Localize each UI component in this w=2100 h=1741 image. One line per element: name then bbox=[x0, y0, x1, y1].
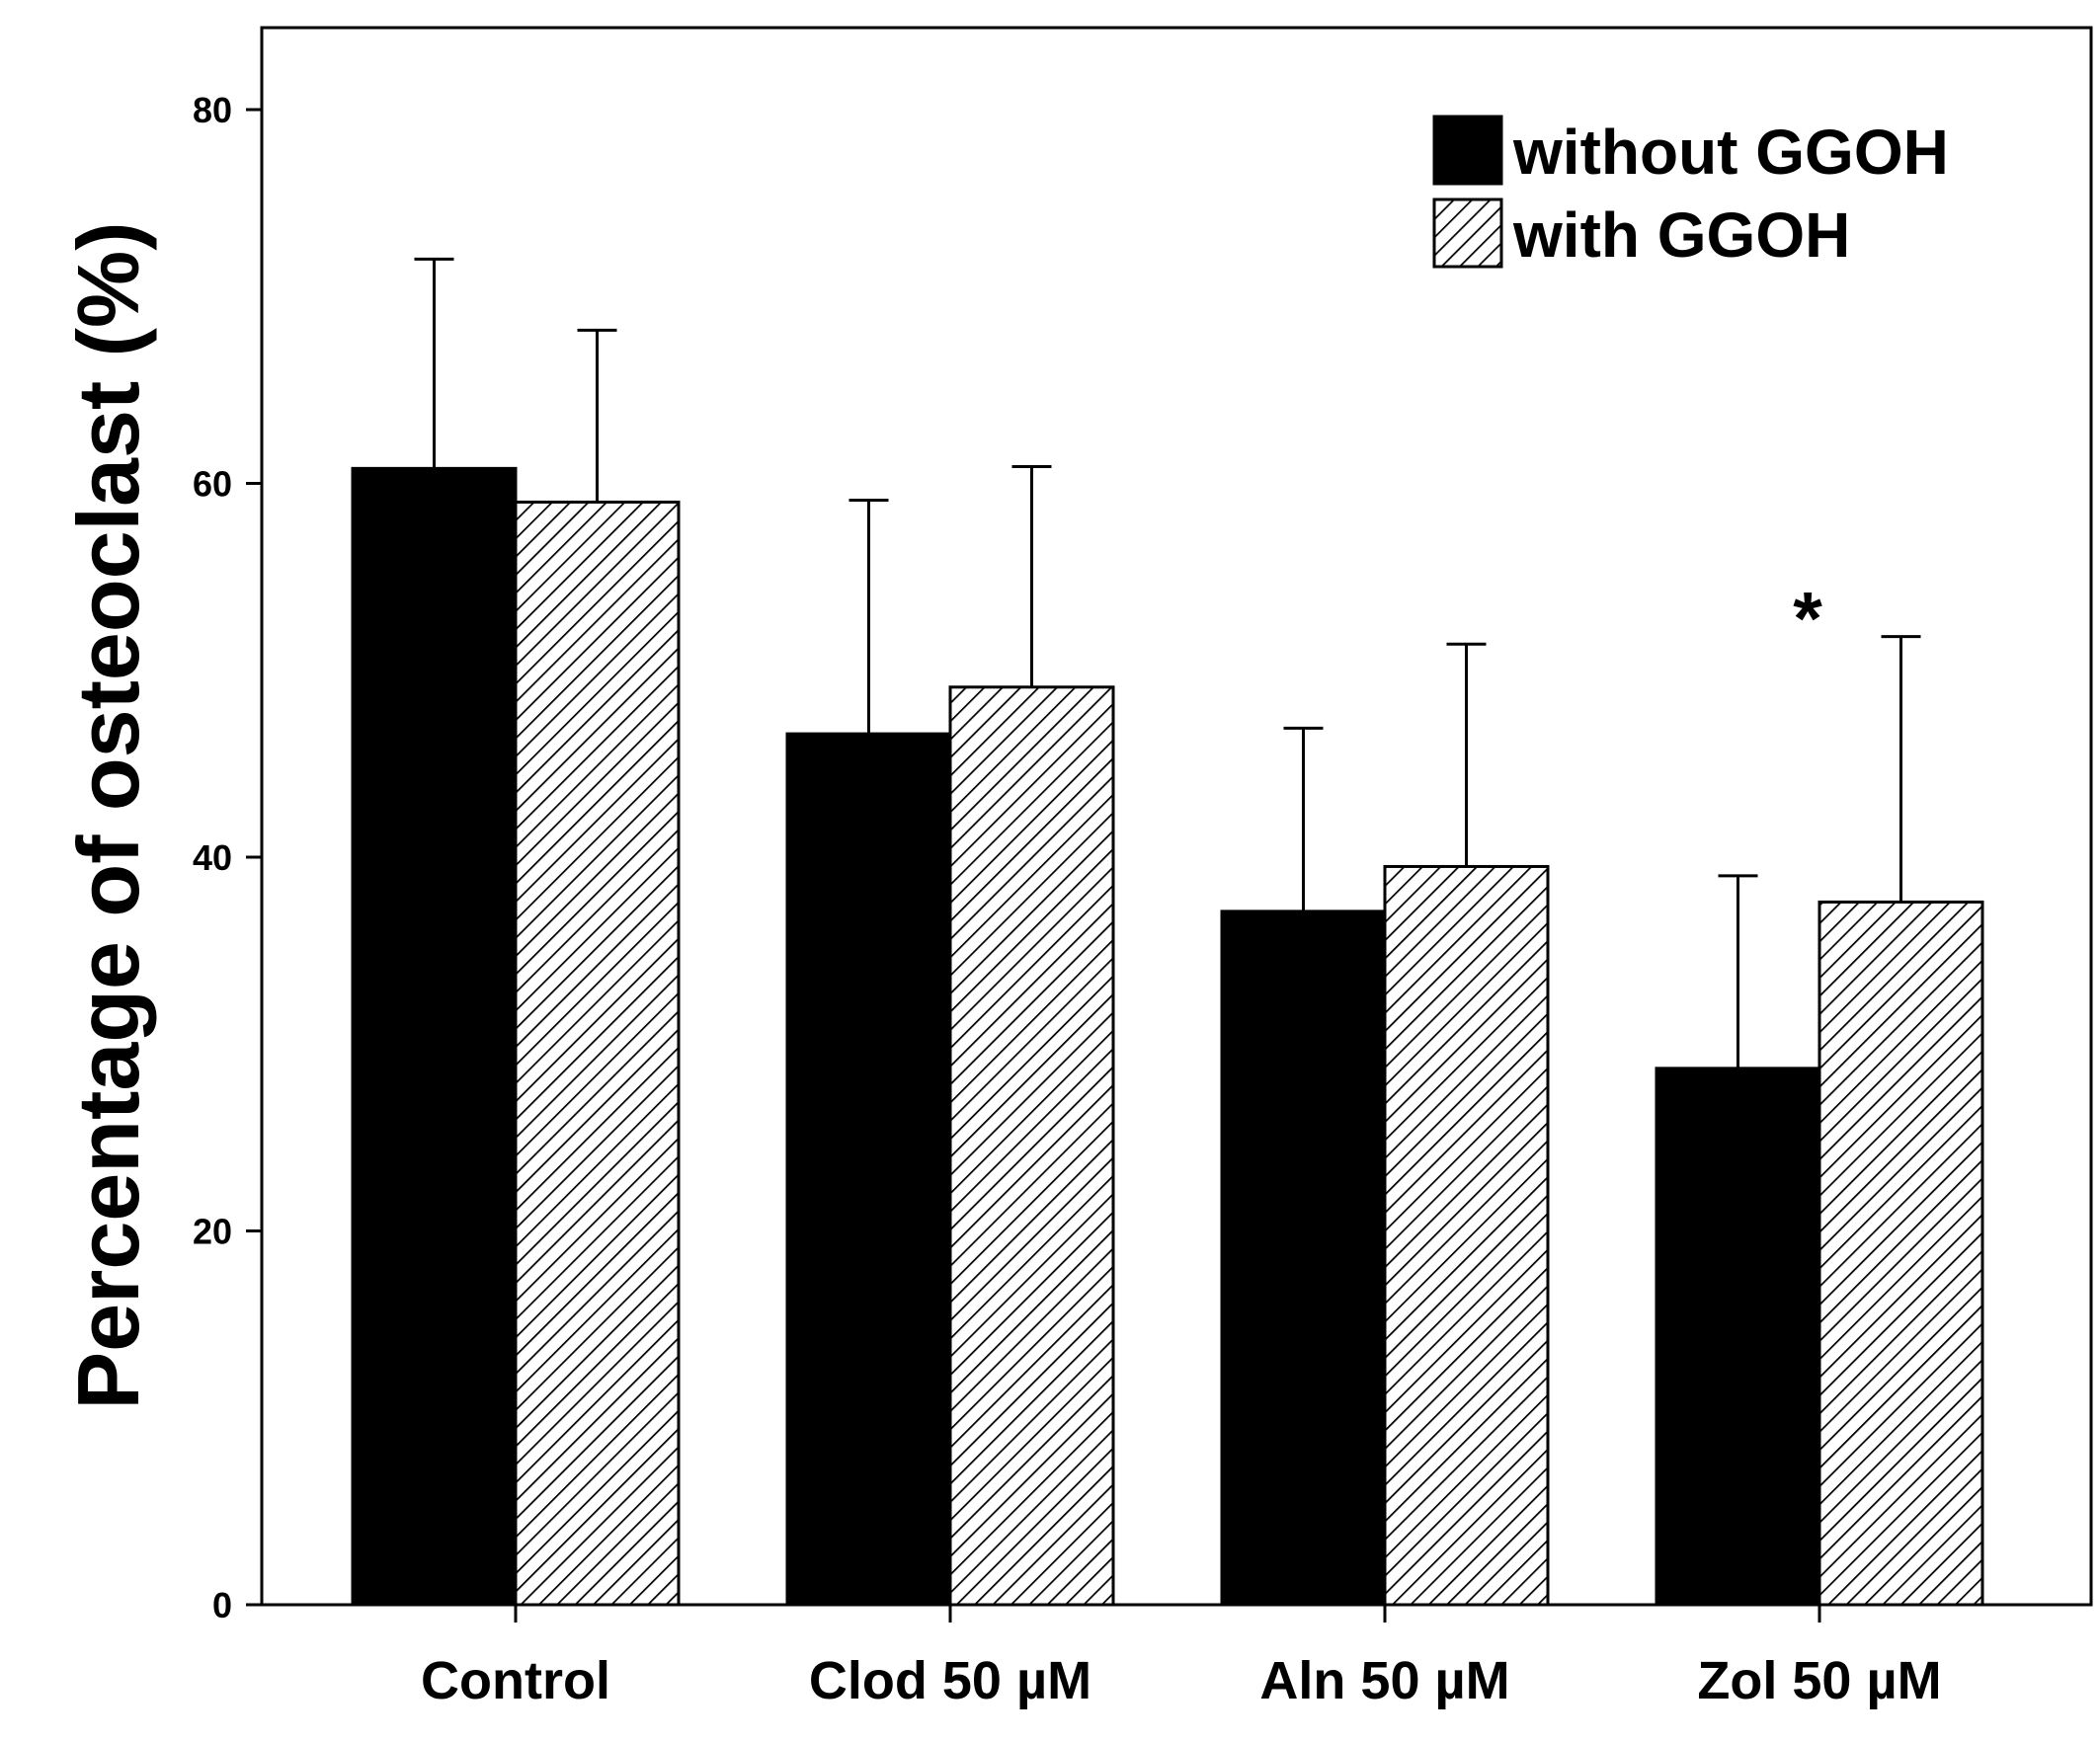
bar-with-ggoh bbox=[1383, 864, 1550, 1607]
x-category-label: Control bbox=[421, 1651, 610, 1710]
x-axis: Control Clod 50 µM Aln 50 µM Zol 50 µM bbox=[421, 1605, 1942, 1710]
bar-without-ggoh bbox=[351, 466, 518, 1607]
bars bbox=[351, 257, 1984, 1607]
y-tick-label: 20 bbox=[193, 1212, 232, 1252]
annotations: * bbox=[1793, 578, 1822, 662]
y-tick-label: 40 bbox=[193, 837, 232, 878]
x-category-label: Zol 50 µM bbox=[1697, 1651, 1941, 1710]
y-tick-label: 60 bbox=[193, 464, 232, 505]
x-category-label: Clod 50 µM bbox=[809, 1651, 1091, 1710]
y-tick-label: 80 bbox=[193, 90, 232, 130]
legend-swatch-with-ggoh bbox=[1432, 198, 1503, 269]
plot-frame bbox=[260, 26, 2093, 1607]
x-category-label: Aln 50 µM bbox=[1259, 1651, 1509, 1710]
legend-label: without GGOH bbox=[1512, 117, 1949, 188]
legend: without GGOH with GGOH bbox=[1432, 115, 1949, 271]
y-axis: 0 20 40 60 80 bbox=[193, 90, 262, 1625]
legend-label: with GGOH bbox=[1512, 199, 1850, 271]
bar-with-ggoh bbox=[1817, 900, 1984, 1607]
bar-with-ggoh bbox=[514, 500, 681, 1607]
y-axis-title: Percentage of osteoclast (%) bbox=[59, 222, 157, 1410]
legend-swatch-without-ggoh bbox=[1432, 115, 1503, 186]
y-tick-label: 0 bbox=[212, 1585, 232, 1625]
bar-without-ggoh bbox=[785, 732, 952, 1607]
bar-with-ggoh bbox=[948, 685, 1115, 1607]
significance-asterisk: * bbox=[1793, 578, 1822, 662]
bar-without-ggoh bbox=[1220, 910, 1387, 1607]
bar-without-ggoh bbox=[1655, 1067, 1821, 1607]
